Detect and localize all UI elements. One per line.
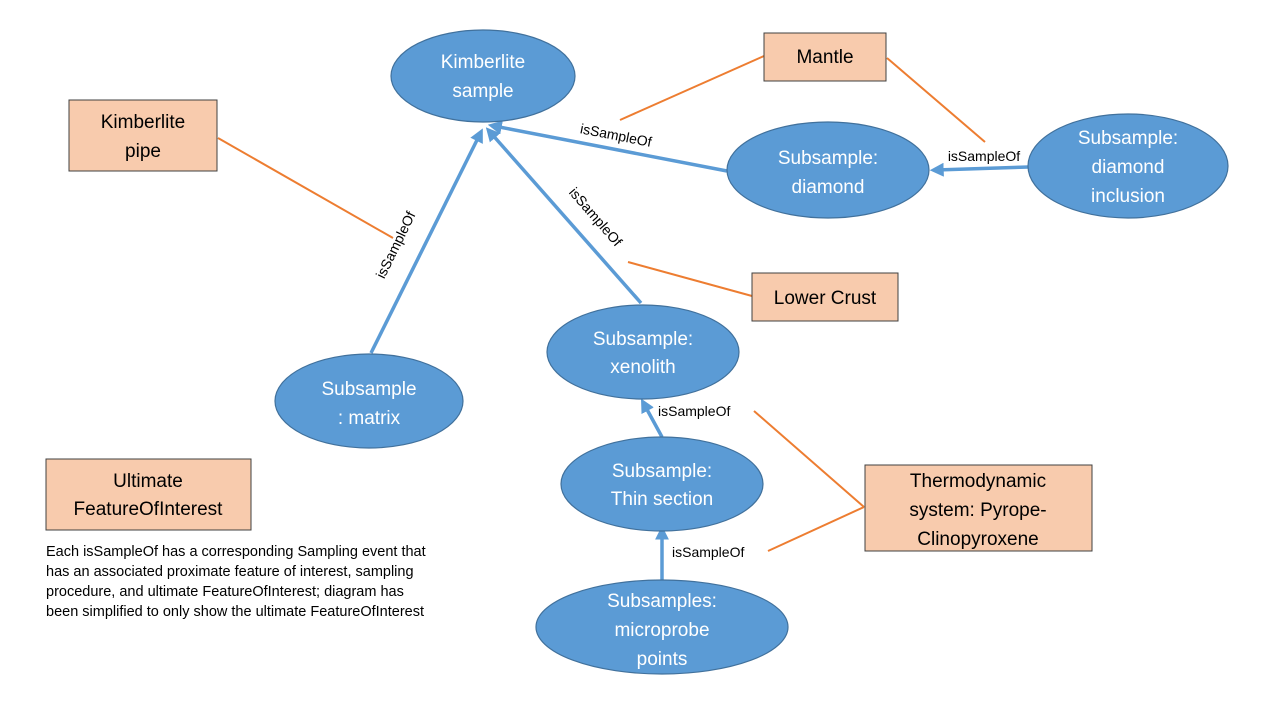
node-inclusion-line3: inclusion	[1091, 186, 1165, 207]
label-issampleof-xenolith: isSampleOf	[566, 184, 626, 249]
node-inclusion-line1: Subsample:	[1078, 128, 1178, 149]
node-xenolith-line2: xenolith	[610, 357, 676, 378]
arrow-matrix-to-kimberlite	[369, 128, 483, 354]
arrow-xenolith-to-kimberlite	[485, 127, 643, 305]
connector-lower-crust	[627, 261, 753, 297]
arrow-inclusion-to-diamond	[929, 162, 1030, 177]
node-subsample-diamond: Subsample: diamond	[726, 121, 930, 219]
node-matrix-line2: : matrix	[338, 408, 401, 429]
feature-thermo-line1: Thermodynamic	[910, 471, 1046, 492]
label-issampleof-microprobe: isSampleOf	[672, 544, 744, 560]
node-subsamples-microprobe: Subsamples: microprobe points	[535, 579, 789, 675]
node-microprobe-line1: Subsamples:	[607, 591, 717, 612]
arrow-diamond-to-kimberlite	[487, 120, 728, 173]
connector-kimberlite-pipe	[217, 137, 394, 239]
feature-mantle: Mantle	[763, 32, 887, 82]
feature-thermo-line2: system: Pyrope-	[909, 500, 1046, 521]
node-kimberlite-line2: sample	[452, 81, 513, 102]
node-thinsection-line2: Thin section	[611, 489, 713, 510]
node-matrix-line1: Subsample	[321, 379, 416, 400]
connector-thermo-microprobe	[767, 506, 865, 552]
legend-line1: Ultimate	[113, 471, 183, 492]
feature-thermo-line3: Clinopyroxene	[917, 529, 1038, 550]
node-inclusion-line2: diamond	[1092, 157, 1165, 178]
feature-lower-crust: Lower Crust	[751, 272, 899, 322]
label-issampleof-inclusion: isSampleOf	[948, 148, 1020, 164]
node-xenolith-line1: Subsample:	[593, 329, 693, 350]
node-subsample-xenolith: Subsample: xenolith	[546, 304, 740, 400]
legend-ultimate-foi: Ultimate FeatureOfInterest	[45, 458, 252, 531]
node-subsample-matrix: Subsample : matrix	[274, 353, 464, 449]
connector-mantle-kimberlite	[619, 55, 765, 121]
legend-line2: FeatureOfInterest	[74, 499, 224, 520]
issampleof-arrows	[369, 120, 1030, 580]
connector-mantle-inclusion	[886, 57, 986, 143]
node-kimberlite-line1: Kimberlite	[441, 52, 525, 73]
feature-kimberlite-pipe: Kimberlite pipe	[68, 99, 218, 172]
node-kimberlite-sample: Kimberlite sample	[390, 29, 576, 123]
node-diamond-line2: diamond	[792, 177, 865, 198]
feature-kimberlite-pipe-line1: Kimberlite	[101, 112, 185, 133]
label-issampleof-thinsection: isSampleOf	[658, 403, 730, 419]
feature-connectors	[217, 55, 986, 552]
explanatory-note: Each isSampleOf has a corresponding Samp…	[46, 544, 426, 620]
feature-kimberlite-pipe-line2: pipe	[125, 141, 161, 162]
node-diamond-line1: Subsample:	[778, 148, 878, 169]
feature-mantle-text: Mantle	[796, 47, 853, 68]
feature-lower-crust-text: Lower Crust	[774, 288, 877, 309]
node-thinsection-line1: Subsample:	[612, 461, 712, 482]
node-subsample-thin-section: Subsample: Thin section	[560, 436, 764, 532]
node-microprobe-line3: points	[637, 649, 688, 670]
connector-thermo-xenolith	[753, 410, 865, 508]
arrow-thinsection-to-xenolith	[640, 398, 664, 438]
node-microprobe-line2: microprobe	[614, 620, 709, 641]
feature-thermodynamic-system: Thermodynamic system: Pyrope- Clinopyrox…	[864, 464, 1093, 552]
node-subsample-diamond-inclusion: Subsample: diamond inclusion	[1027, 113, 1229, 219]
